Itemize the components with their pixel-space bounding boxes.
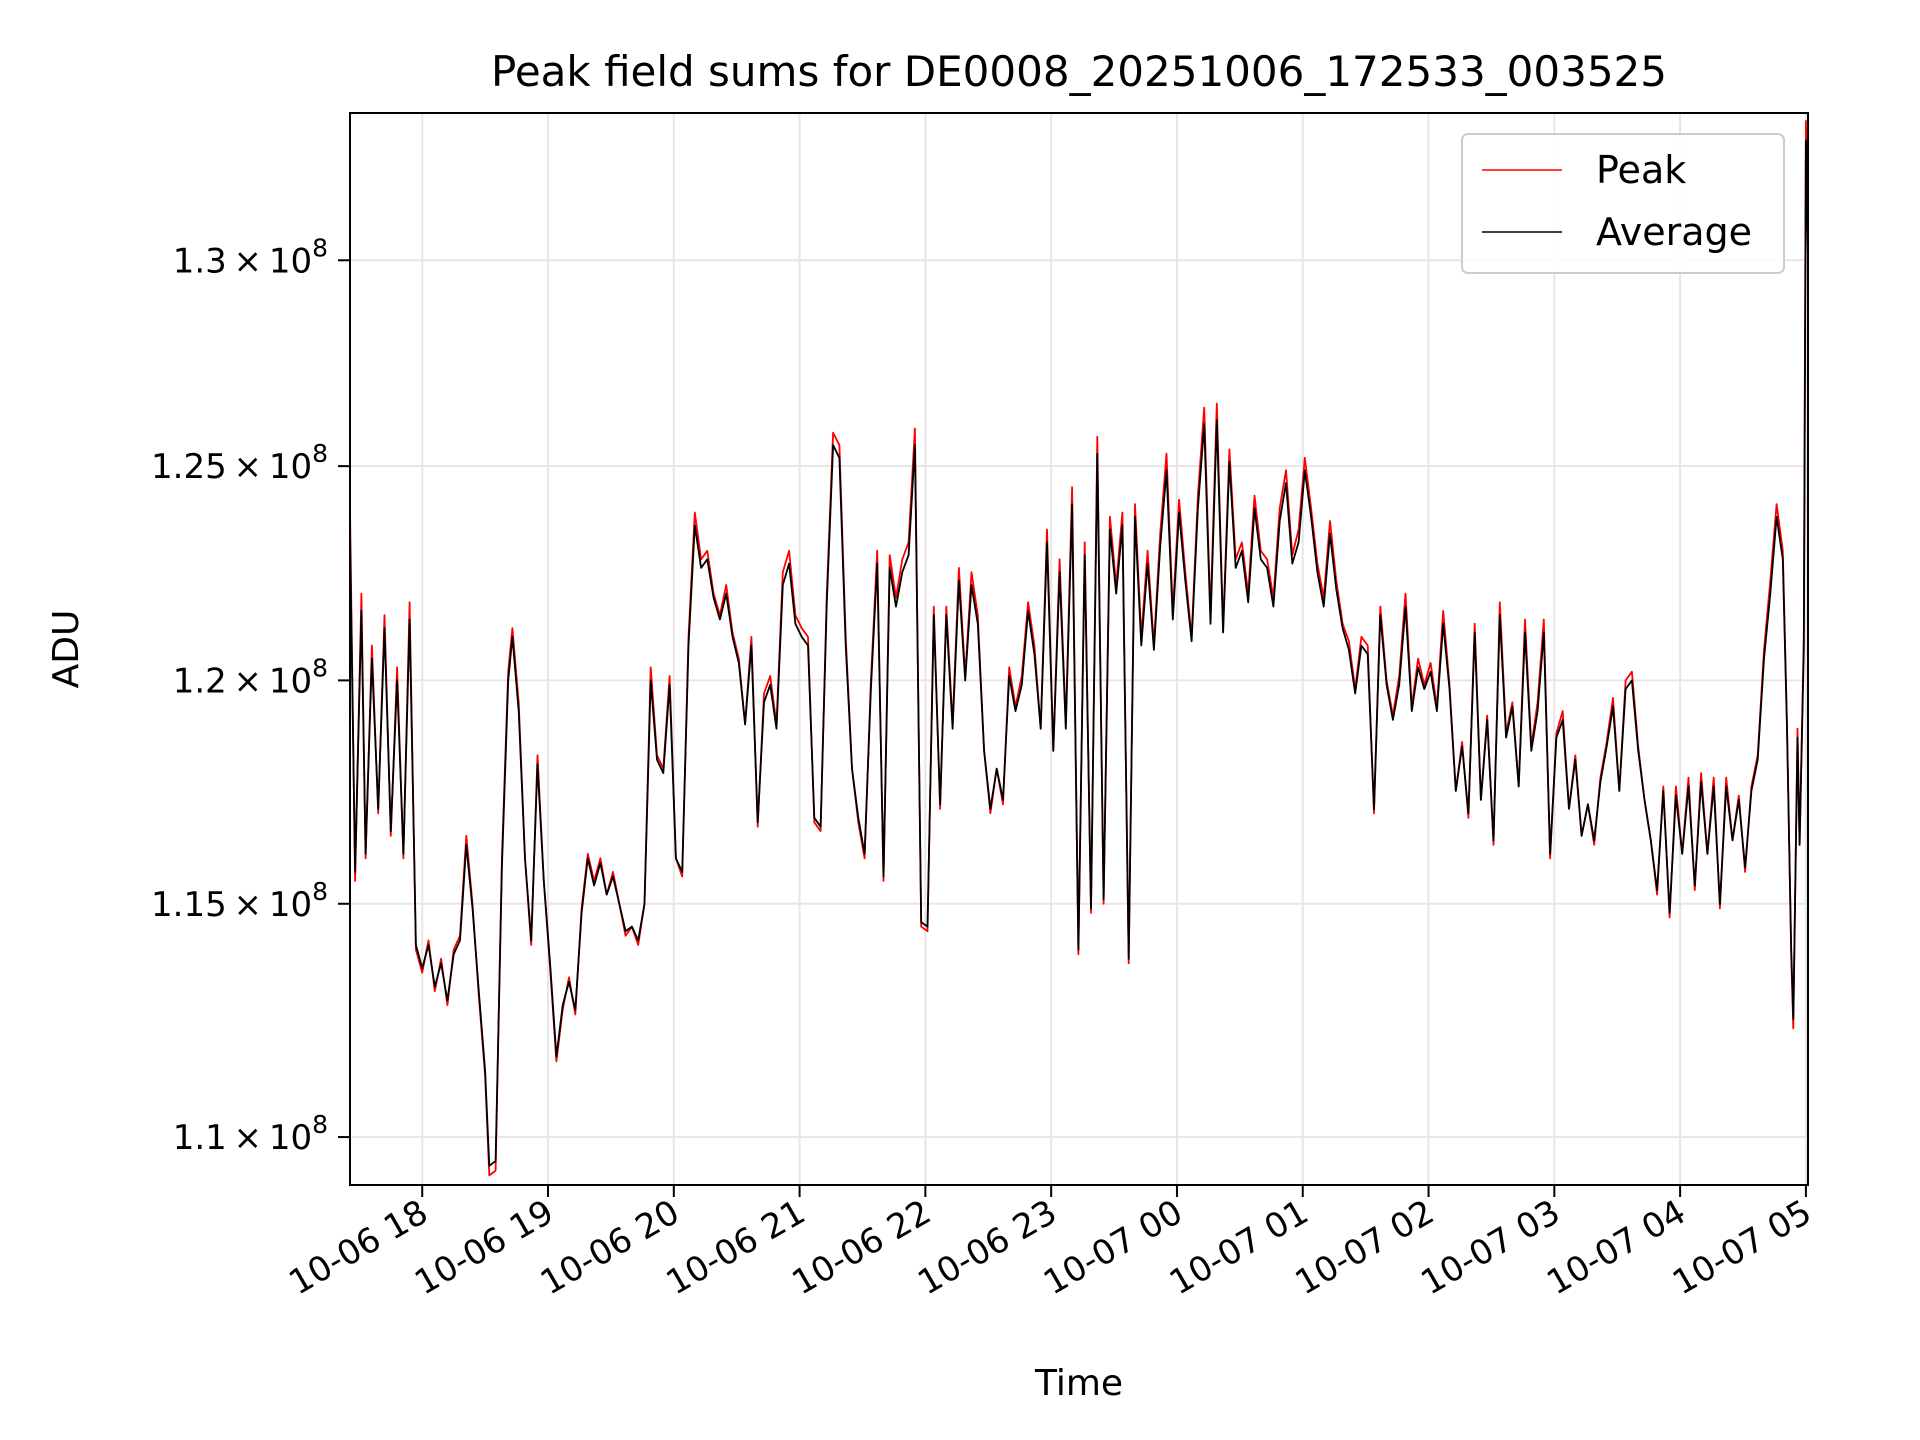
y-axis-label: ADU xyxy=(46,610,87,689)
legend-frame xyxy=(1461,133,1785,274)
legend-label-average: Average xyxy=(1596,210,1752,254)
y-axis: 1.1 × 108 1.15 × 108 1.2 × 108 1.25 × 108 1.… xyxy=(151,233,350,1158)
y-tick-label: 1.2 × 108 xyxy=(173,653,328,701)
legend: Peak Average xyxy=(1461,133,1785,274)
plot-area-frame xyxy=(349,112,1809,1186)
y-tick-label: 1.15 × 108 xyxy=(151,877,328,925)
legend-label-peak: Peak xyxy=(1596,148,1686,192)
chart-title: Peak field sums for DE0008_20251006_1725… xyxy=(491,47,1667,96)
series-line-average xyxy=(350,139,1808,1167)
series-layer xyxy=(350,120,1808,1177)
x-axis-label: Time xyxy=(1034,1363,1123,1404)
y-tick-label: 1.3 × 108 xyxy=(173,233,328,281)
y-tick-label: 1.25 × 108 xyxy=(151,439,328,487)
y-tick-label: 1.1 × 108 xyxy=(173,1110,328,1158)
